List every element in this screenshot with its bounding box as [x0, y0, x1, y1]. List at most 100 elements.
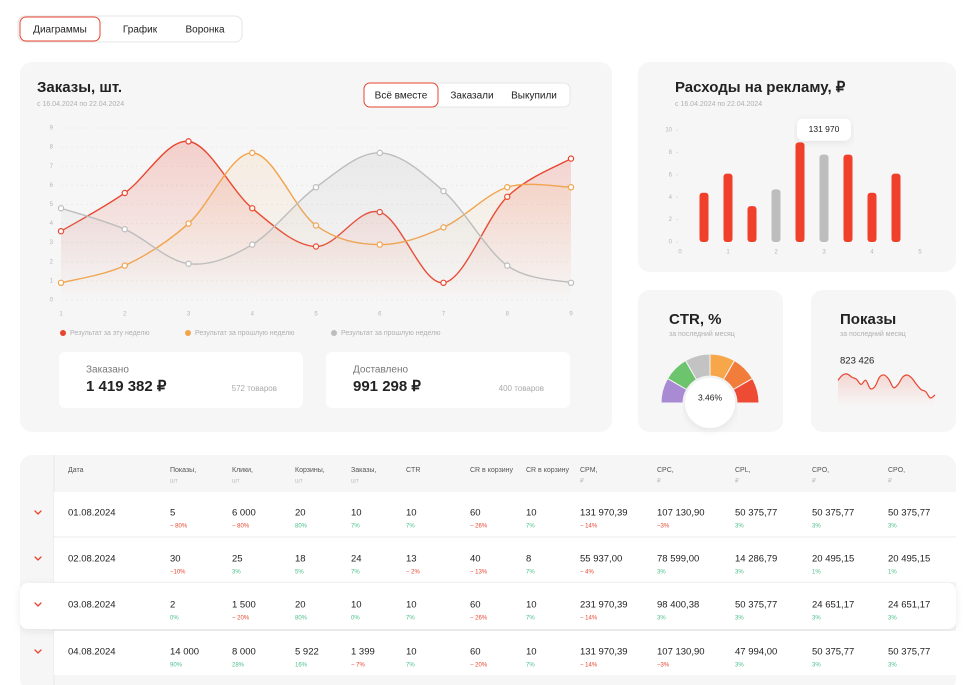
- tab-active[interactable]: [19, 16, 101, 42]
- cell-value: 20: [295, 600, 306, 611]
- chart-subtitle: за последний месяц: [669, 330, 735, 338]
- series-area: [61, 152, 571, 300]
- cell-value: 1 500: [232, 600, 256, 611]
- cell-delta: −3%: [657, 663, 670, 669]
- y-tick-label: 8: [50, 145, 54, 151]
- column-header: Дата: [68, 467, 84, 474]
- y-tick-label: 6: [50, 183, 54, 189]
- y-tick-label: 7: [50, 164, 54, 170]
- y-tick-label: 1: [50, 278, 54, 284]
- legend-label: Результат за прошлую неделю: [341, 330, 440, 337]
- point: [185, 220, 192, 227]
- y-tick-label: 9: [50, 126, 54, 132]
- cell-value: 78 599,00: [657, 554, 699, 565]
- column-header: CPO,: [812, 467, 829, 474]
- cell-value: 14 286,79: [735, 554, 777, 565]
- gauge-center: [685, 378, 735, 428]
- cell-value: 10: [351, 600, 362, 611]
- tab[interactable]: График: [123, 24, 158, 36]
- point: [121, 226, 128, 233]
- chart-subtitle: за последний месяц: [840, 330, 906, 338]
- cell-value: 20 495,15: [812, 554, 854, 565]
- column-header: CPM,: [580, 467, 598, 474]
- tab[interactable]: Воронка: [185, 25, 224, 36]
- x-tick-label: 4: [251, 312, 255, 318]
- column-header: CPO,: [888, 467, 905, 474]
- chart-title: Показы: [840, 311, 896, 328]
- cell-delta: 3%: [888, 616, 897, 622]
- cell-delta: − 80%: [170, 524, 188, 530]
- cell-delta: 5%: [295, 570, 304, 576]
- cell-delta: − 13%: [470, 570, 488, 576]
- chart-title: Расходы на рекламу, ₽: [675, 79, 846, 96]
- cell-value: 18: [295, 554, 306, 565]
- cell-value: 60: [470, 647, 481, 658]
- column-header: CPL,: [735, 467, 751, 474]
- cell-value: 6 000: [232, 508, 256, 519]
- expand-chevron[interactable]: [34, 556, 42, 561]
- cell-value: 13: [406, 554, 417, 565]
- cell-delta: 7%: [526, 570, 535, 576]
- cell-value: 10: [406, 647, 417, 658]
- column-unit: ₽: [580, 478, 584, 485]
- cell-value: 50 375,77: [812, 508, 854, 519]
- filter-button[interactable]: Выкупили: [511, 91, 557, 102]
- column-header: CR в корзину: [470, 467, 514, 474]
- cell-delta: − 14%: [580, 524, 598, 530]
- row-bg: [54, 538, 956, 582]
- cell-delta: −3%: [657, 524, 670, 530]
- row-bg: [54, 492, 956, 536]
- cell-delta: 7%: [526, 616, 535, 622]
- cell-value: 8 000: [232, 647, 256, 658]
- filter-button[interactable]: Заказали: [450, 91, 493, 102]
- cell-delta: −10%: [170, 570, 186, 576]
- date-cell: 03.08.2024: [68, 600, 116, 611]
- cell-value: 60: [470, 600, 481, 611]
- y-tick-label: 0: [669, 240, 673, 246]
- summary-value: 1 419 382 ₽: [86, 378, 167, 395]
- cell-value: 1 399: [351, 647, 375, 658]
- column-header: Показы,: [170, 467, 196, 474]
- x-tick-label: 1: [726, 250, 730, 256]
- cell-delta: 3%: [735, 524, 744, 530]
- cell-delta: 1%: [888, 570, 897, 576]
- column-header: CPC,: [657, 467, 674, 474]
- x-tick-label: 0: [678, 250, 682, 256]
- point: [121, 189, 128, 197]
- expand-chevron[interactable]: [34, 602, 42, 607]
- column-unit: шт: [170, 479, 178, 485]
- sparkline: [837, 373, 936, 399]
- cell-delta: 0%: [170, 616, 179, 622]
- cell-delta: 7%: [526, 524, 535, 530]
- point: [567, 155, 575, 162]
- cell-delta: 7%: [351, 524, 360, 530]
- bar: [699, 192, 709, 242]
- cell-value: 60: [470, 508, 481, 519]
- x-tick-label: 3: [187, 312, 191, 318]
- expand-chevron[interactable]: [34, 649, 42, 654]
- point: [185, 138, 192, 145]
- chart-title: Заказы, шт.: [37, 79, 122, 96]
- legend-dot: [331, 330, 337, 336]
- cell-value: 5: [170, 508, 175, 519]
- cell-value: 50 375,77: [812, 647, 854, 658]
- filter-button[interactable]: Всё вместе: [375, 91, 428, 102]
- expand-chevron[interactable]: [34, 510, 42, 515]
- cell-value: 10: [526, 600, 537, 611]
- filter-active[interactable]: [363, 82, 439, 108]
- column-header: CTR: [406, 467, 420, 474]
- tab[interactable]: Диаграммы: [33, 25, 87, 36]
- point: [504, 184, 511, 191]
- cell-delta: − 2%: [406, 570, 421, 576]
- cell-value: 10: [406, 508, 417, 519]
- cell-value: 24: [351, 554, 362, 565]
- cell-value: 20: [295, 508, 306, 519]
- point: [57, 205, 65, 212]
- cell-delta: 3%: [657, 616, 666, 622]
- cell-value: 47 994,00: [735, 647, 777, 658]
- cell-value: 30: [170, 554, 181, 565]
- x-tick-label: 5: [918, 250, 922, 256]
- cell-value: 231 970,39: [580, 600, 628, 611]
- x-tick-label: 2: [123, 312, 127, 318]
